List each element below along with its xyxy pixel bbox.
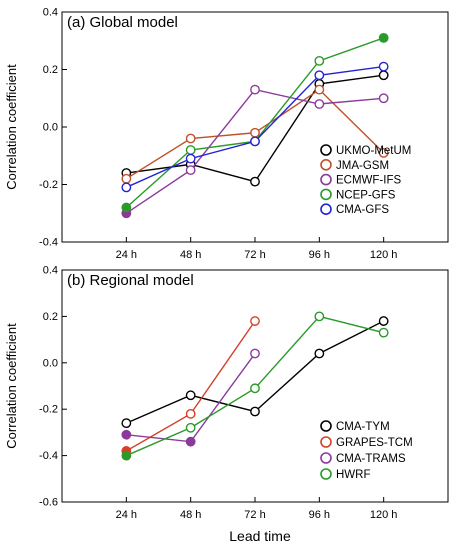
data-point-s1-2 [250, 127, 260, 138]
y-tick-label: 0.2 [43, 311, 58, 323]
legend-label-3: HWRF [336, 469, 371, 481]
legend-marker-2 [320, 173, 332, 186]
y-axis-label: Correlation coefficient [4, 323, 19, 449]
y-tick-label: -0.2 [39, 404, 58, 416]
data-point-s2-1 [185, 436, 196, 447]
x-tick-label: 24 h [116, 509, 137, 521]
panel-regional-model: -0.6 -0.4 -0.2 0.0 0.2 0.4 24 h 48 h 72 h 96 h 120… [4, 265, 449, 521]
data-point-s0-4 [378, 70, 389, 81]
data-point-s3-1 [185, 145, 196, 155]
data-point-s3-4 [378, 327, 389, 338]
data-point-s2-4 [378, 93, 389, 104]
y-tick-label: -0.4 [39, 237, 58, 249]
data-point-s4-2 [250, 136, 260, 147]
data-point-s0-2 [250, 406, 260, 417]
legend-marker-4 [320, 203, 332, 215]
y-tick-label: 0.4 [43, 7, 58, 19]
data-point-s2-3 [314, 99, 325, 109]
x-axis-label: Lead time [229, 528, 291, 544]
y-tick-label: -0.4 [39, 450, 58, 462]
legend-marker-3 [320, 188, 332, 201]
data-point-s3-3 [314, 55, 325, 66]
legend-marker-3 [320, 468, 332, 480]
panel-global-model: -0.4 -0.2 0.0 0.2 0.4 24 h 48 h 72 h 96 h 120 h (a… [4, 7, 449, 261]
data-point-s2-2 [250, 84, 260, 95]
data-point-s0-2 [250, 176, 260, 187]
data-point-s3-0 [121, 450, 132, 461]
data-point-s4-3 [314, 70, 325, 81]
data-point-s1-1 [185, 408, 196, 419]
data-point-s1-2 [250, 316, 260, 326]
data-point-s1-0 [121, 173, 132, 184]
data-point-s0-0 [121, 418, 132, 429]
y-tick-label: 0.0 [43, 357, 58, 369]
data-point-s0-3 [314, 348, 325, 359]
legend-marker-2 [320, 452, 332, 464]
data-point-s2-0 [121, 429, 132, 440]
legend-label-1: JMA-GSM [336, 160, 389, 172]
x-tick-label: 96 h [309, 509, 330, 521]
data-point-s1-4 [378, 147, 389, 158]
y-tick-label: -0.2 [39, 179, 58, 191]
y-tick-label: 0.4 [43, 265, 58, 277]
legend-label-0: UKMO-MetUM [336, 145, 411, 157]
data-point-s4-4 [378, 61, 389, 72]
data-point-s4-0 [121, 182, 132, 193]
data-point-s3-1 [185, 422, 196, 433]
x-tick-label: 72 h [244, 509, 265, 521]
x-tick-label: 72 h [244, 249, 265, 261]
x-tick-label: 120 h [370, 509, 398, 521]
data-point-s3-3 [314, 311, 325, 322]
data-point-s3-4 [378, 32, 389, 43]
x-tick-label: 96 h [309, 249, 330, 261]
x-tick-label: 24 h [116, 249, 137, 261]
x-tick-label: 48 h [180, 249, 201, 261]
legend-label-0: CMA-TYM [336, 421, 390, 433]
legend-marker-0 [320, 144, 332, 156]
panel-title: (b) Regional model [67, 272, 194, 289]
plot-frame [61, 11, 449, 243]
legend-marker-1 [320, 436, 332, 448]
data-point-s0-1 [185, 390, 196, 401]
data-point-s3-0 [121, 202, 132, 213]
y-tick-label: -0.6 [39, 497, 58, 509]
y-tick-label: 0.0 [43, 122, 58, 134]
x-tick-label: 120 h [370, 249, 398, 261]
legend-marker-1 [320, 159, 332, 171]
data-point-s1-3 [314, 84, 325, 95]
legend-label-4: CMA-GFS [336, 204, 389, 216]
data-point-s2-2 [250, 348, 260, 359]
data-point-s3-2 [250, 383, 260, 394]
legend-marker-0 [320, 420, 332, 432]
legend-label-3: NCEP-GFS [336, 189, 396, 201]
legend-label-2: ECMWF-IFS [336, 175, 401, 187]
data-point-s4-1 [185, 153, 196, 164]
legend-label-1: GRAPES-TCM [336, 437, 413, 449]
x-tick-label: 48 h [180, 509, 201, 521]
legend-label-2: CMA-TRAMS [336, 453, 406, 465]
data-point-s2-1 [185, 165, 196, 176]
panel-title: (a) Global model [67, 14, 178, 31]
y-axis-label: Correlation coefficient [4, 64, 19, 190]
data-point-s0-4 [378, 316, 389, 326]
y-tick-label: 0.2 [43, 64, 58, 76]
data-point-s1-1 [185, 133, 196, 144]
